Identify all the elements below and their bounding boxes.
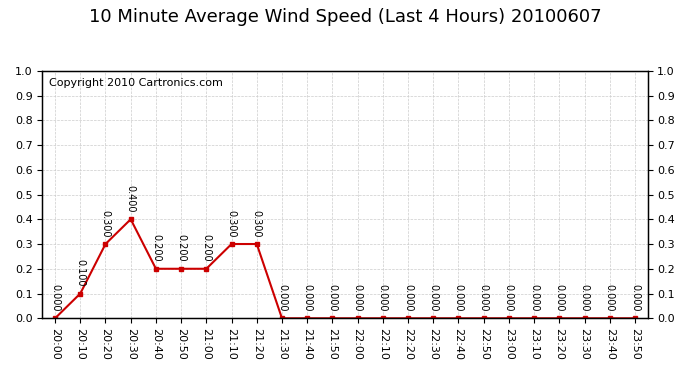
Text: 0.000: 0.000 <box>580 284 589 311</box>
Text: 0.300: 0.300 <box>101 210 110 237</box>
Text: 0.000: 0.000 <box>453 284 464 311</box>
Text: 0.000: 0.000 <box>504 284 514 311</box>
Text: Copyright 2010 Cartronics.com: Copyright 2010 Cartronics.com <box>48 78 222 88</box>
Text: 0.200: 0.200 <box>151 234 161 262</box>
Text: 0.000: 0.000 <box>277 284 287 311</box>
Text: 0.000: 0.000 <box>428 284 438 311</box>
Text: 0.300: 0.300 <box>226 210 237 237</box>
Text: 0.200: 0.200 <box>201 234 211 262</box>
Text: 0.000: 0.000 <box>529 284 539 311</box>
Text: 0.000: 0.000 <box>479 284 489 311</box>
Text: 0.000: 0.000 <box>630 284 640 311</box>
Text: 0.200: 0.200 <box>176 234 186 262</box>
Text: 0.000: 0.000 <box>353 284 363 311</box>
Text: 0.000: 0.000 <box>378 284 388 311</box>
Text: 0.400: 0.400 <box>126 185 136 212</box>
Text: 0.100: 0.100 <box>75 259 86 286</box>
Text: 0.000: 0.000 <box>327 284 337 311</box>
Text: 0.000: 0.000 <box>604 284 615 311</box>
Text: 0.300: 0.300 <box>252 210 262 237</box>
Text: 10 Minute Average Wind Speed (Last 4 Hours) 20100607: 10 Minute Average Wind Speed (Last 4 Hou… <box>89 8 601 26</box>
Text: 0.000: 0.000 <box>403 284 413 311</box>
Text: 0.000: 0.000 <box>302 284 312 311</box>
Text: 0.000: 0.000 <box>50 284 60 311</box>
Text: 0.000: 0.000 <box>554 284 564 311</box>
